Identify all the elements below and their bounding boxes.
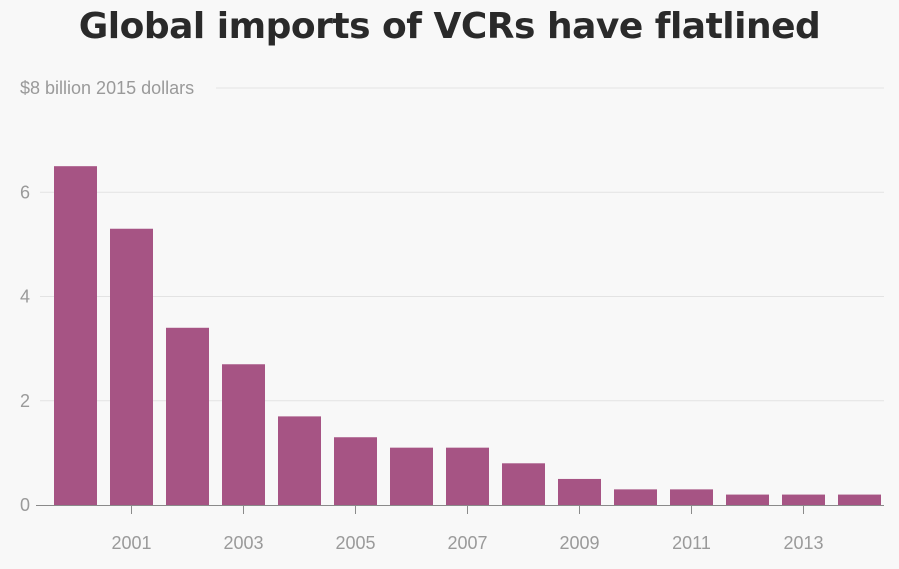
bars (54, 166, 881, 506)
x-tick-label: 2009 (559, 533, 599, 553)
x-tick-label: 2003 (223, 533, 263, 553)
bar-2006 (390, 447, 433, 505)
chart-title: Global imports of VCRs have flatlined (78, 6, 821, 47)
bar-2000 (54, 166, 97, 505)
bar-2002 (166, 327, 209, 505)
bar-2007 (446, 447, 489, 505)
x-tick-label: 2013 (783, 533, 823, 553)
x-tick-label: 2011 (672, 533, 711, 553)
bar-2010 (614, 489, 657, 505)
x-tick-label: 2005 (335, 533, 375, 553)
y-axis-title: $8 billion 2015 dollars (20, 78, 194, 98)
y-axis-ticks: 0 2 4 6 (20, 182, 30, 515)
bar-2003 (222, 364, 265, 505)
y-tick-label: 0 (20, 495, 30, 515)
bar-2013 (782, 494, 825, 505)
bar-2004 (278, 416, 321, 505)
bar-2005 (334, 437, 377, 505)
x-tick-label: 2007 (447, 533, 487, 553)
bar-2009 (558, 478, 601, 505)
y-tick-label: 2 (20, 391, 30, 411)
bar-2001 (110, 228, 153, 506)
bar-2014 (838, 494, 881, 505)
y-tick-label: 4 (20, 287, 30, 307)
bar-2011 (670, 489, 713, 505)
bar-2008 (502, 463, 545, 505)
y-tick-label: 6 (20, 182, 30, 202)
x-axis-ticks: 2001 2003 2005 2007 2009 2011 2013 (111, 505, 824, 553)
x-tick-label: 2001 (111, 533, 151, 553)
bar-2012 (726, 494, 769, 505)
